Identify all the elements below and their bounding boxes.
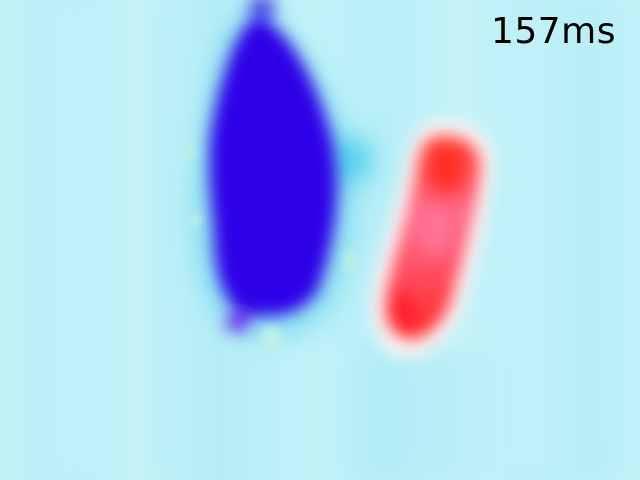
positive-activation-blob bbox=[386, 135, 481, 340]
background-streaks bbox=[60, 0, 610, 480]
negative-activation-blob bbox=[209, 0, 337, 332]
noise-speckles bbox=[184, 142, 356, 350]
time-label: 157ms bbox=[490, 11, 616, 52]
